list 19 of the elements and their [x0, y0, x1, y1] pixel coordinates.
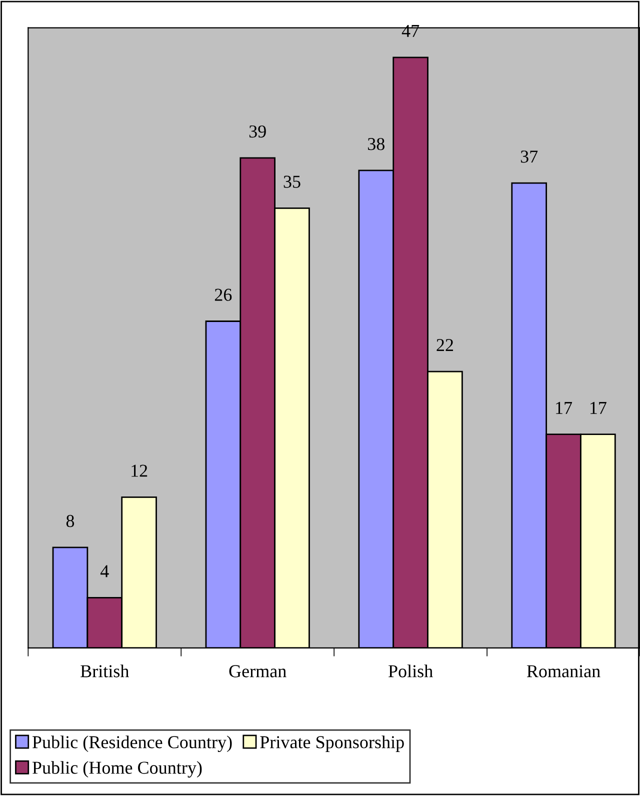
data-label: 17 [556, 402, 572, 414]
data-label: 26 [214, 288, 232, 301]
data-label: 38 [368, 138, 384, 150]
x-tick-label: British [80, 664, 129, 678]
data-label: 35 [284, 176, 300, 188]
data-label: 37 [520, 150, 538, 163]
data-label: 8 [66, 514, 74, 528]
x-tick-label: Polish [388, 664, 433, 678]
data-label: 12 [132, 464, 148, 477]
data-label: 17 [590, 402, 606, 414]
x-tick-label: German [229, 665, 286, 678]
legend-label: Private Sponsorship [260, 736, 404, 752]
data-label: 47 [402, 24, 420, 37]
x-tick-label: Romanian [526, 665, 600, 678]
data-label: 4 [100, 565, 109, 578]
legend-label: Public (Residence Country) [32, 736, 232, 752]
data-label: 39 [249, 125, 266, 138]
data-label: 22 [436, 339, 454, 351]
legend-label: Public (Home Country) [32, 761, 202, 778]
